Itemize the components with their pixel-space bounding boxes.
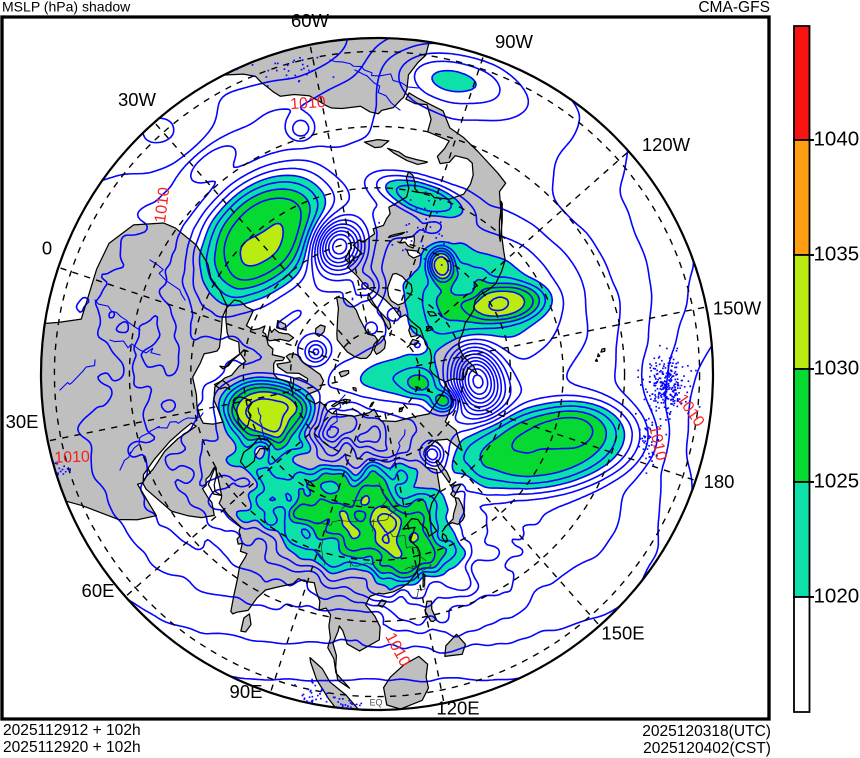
svg-text:90W: 90W — [495, 31, 534, 52]
svg-text:1025: 1025 — [813, 469, 859, 492]
svg-text:EQ: EQ — [369, 697, 382, 707]
svg-text:1010: 1010 — [152, 186, 173, 223]
svg-text:30E: 30E — [6, 411, 39, 432]
svg-text:1010: 1010 — [290, 94, 327, 113]
svg-text:2025120402(CST): 2025120402(CST) — [643, 740, 771, 757]
svg-text:120W: 120W — [642, 134, 691, 155]
svg-text:60E: 60E — [82, 580, 115, 601]
svg-text:90E: 90E — [230, 681, 263, 702]
svg-text:1030: 1030 — [813, 356, 859, 379]
svg-text:2025112920 + 102h: 2025112920 + 102h — [3, 739, 141, 756]
svg-text:CMA-GFS: CMA-GFS — [698, 0, 770, 16]
svg-text:2025120318(UTC): 2025120318(UTC) — [642, 723, 771, 740]
svg-text:150E: 150E — [601, 623, 644, 644]
svg-text:30W: 30W — [118, 89, 157, 110]
svg-text:120E: 120E — [436, 698, 479, 719]
svg-text:1010: 1010 — [54, 449, 90, 467]
svg-text:1040: 1040 — [813, 127, 859, 150]
svg-text:1035: 1035 — [813, 242, 859, 265]
svg-text:0: 0 — [42, 238, 52, 259]
svg-text:1020: 1020 — [813, 584, 859, 607]
svg-text:2025112912 + 102h: 2025112912 + 102h — [3, 722, 141, 739]
svg-text:MSLP (hPa) shadow: MSLP (hPa) shadow — [2, 0, 131, 15]
svg-text:150W: 150W — [713, 298, 762, 319]
svg-text:180: 180 — [704, 471, 735, 492]
svg-text:60W: 60W — [291, 10, 330, 31]
